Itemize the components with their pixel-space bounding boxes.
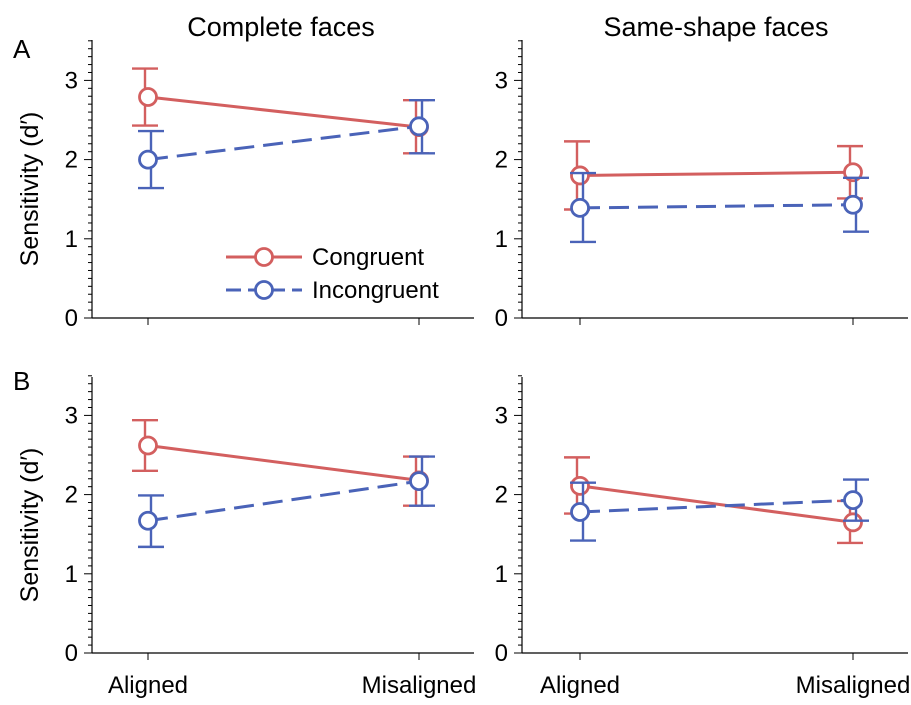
incongruent-point	[409, 116, 429, 137]
y-tick-label: 1	[495, 226, 508, 253]
y-tick-label: 1	[65, 226, 78, 253]
congruent-series-line	[579, 170, 854, 177]
x-tick-label-aligned: Aligned	[108, 672, 188, 699]
congruent-point	[843, 512, 863, 533]
legend-congruent-marker	[254, 247, 274, 267]
panel-b-complete: 0 1 2 3 Sensitivity (d′) Aligned Misaligned	[16, 375, 477, 699]
incongruent-point	[138, 510, 158, 531]
congruent-point	[570, 165, 590, 186]
y-tick-label: 3	[65, 402, 78, 429]
y-axis-label: Sensitivity (d′)	[16, 448, 44, 603]
legend-congruent-label: Congruent	[312, 244, 424, 271]
congruent-point	[138, 87, 158, 107]
panel-a-same-shape: 0 1 2 3	[495, 40, 908, 332]
panel-letter-a: A	[13, 34, 31, 64]
congruent-point	[138, 435, 158, 456]
legend-incongruent-marker	[254, 280, 274, 300]
legend: Congruent Incongruent	[226, 244, 439, 304]
y-tick-label: 1	[495, 561, 508, 588]
x-tick-label-misaligned: Misaligned	[796, 672, 911, 699]
y-tick-label: 1	[65, 561, 78, 588]
legend-incongruent-label: Incongruent	[312, 277, 439, 304]
y-tick-label: 0	[65, 305, 78, 332]
x-tick-label-misaligned: Misaligned	[362, 672, 477, 699]
y-tick-label: 0	[495, 305, 508, 332]
incongruent-series-line	[579, 498, 854, 514]
incongruent-series-line	[147, 479, 420, 523]
y-tick-label: 2	[495, 482, 508, 509]
y-tick-label: 3	[495, 402, 508, 429]
incongruent-point	[138, 149, 158, 170]
incongruent-point	[570, 502, 590, 522]
y-tick-label: 3	[65, 67, 78, 94]
y-tick-label: 0	[65, 640, 78, 667]
x-tick-label-aligned: Aligned	[540, 672, 620, 699]
panel-a-complete: 0 1 2 3 Sensitivity (d′) Congruent Incongruent	[16, 40, 474, 332]
y-tick-label: 3	[495, 67, 508, 94]
incongruent-point	[843, 194, 863, 215]
y-tick-label: 2	[65, 482, 78, 509]
column-title-same-shape-faces: Same-shape faces	[603, 12, 828, 42]
congruent-point	[843, 162, 863, 183]
congruent-series-line	[147, 444, 420, 482]
y-tick-label: 2	[495, 147, 508, 174]
congruent-point	[570, 475, 590, 496]
congruent-series-line	[579, 484, 854, 524]
y-axis-label: Sensitivity (d′)	[16, 112, 44, 267]
incongruent-point	[843, 490, 863, 511]
panel-letter-b: B	[13, 366, 30, 396]
column-title-complete-faces: Complete faces	[187, 12, 375, 42]
incongruent-series-line	[147, 124, 420, 162]
incongruent-point	[409, 471, 429, 492]
congruent-series-line	[147, 95, 420, 129]
y-tick-label: 2	[65, 147, 78, 174]
incongruent-series-line	[579, 203, 854, 210]
y-tick-label: 0	[495, 640, 508, 667]
panels-group: 0 1 2 3 Sensitivity (d′) Congruent Incongruent…	[16, 40, 910, 699]
panel-b-same-shape: 0 1 2 3 Aligned Misaligned	[495, 375, 911, 699]
incongruent-point	[570, 198, 590, 218]
